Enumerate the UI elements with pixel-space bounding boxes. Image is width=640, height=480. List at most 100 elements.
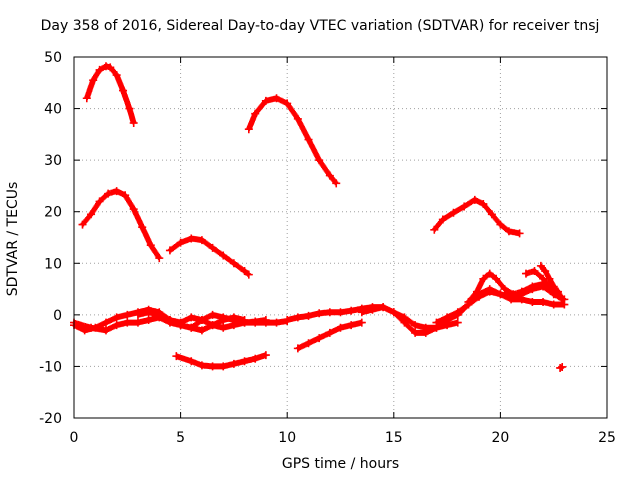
- data-point: [138, 223, 147, 232]
- data-point: [121, 191, 130, 200]
- data-point: [560, 300, 569, 309]
- data-point: [261, 96, 270, 105]
- data-point: [549, 282, 558, 291]
- data-point: [197, 326, 206, 335]
- axis-ticks: 0 5 10 15 20 25 -20 -10 0 10 20 30 40 50: [39, 50, 616, 446]
- data-point: [545, 274, 554, 283]
- data-point: [325, 171, 334, 180]
- data-point: [515, 229, 524, 238]
- data-point: [304, 135, 313, 144]
- data-points: [70, 62, 569, 372]
- data-point: [165, 316, 174, 325]
- data-point: [112, 313, 121, 322]
- data-point: [453, 310, 462, 319]
- data-point: [368, 305, 377, 314]
- data-point: [208, 243, 217, 252]
- data-point: [517, 295, 526, 304]
- data-point: [240, 357, 249, 366]
- data-point: [229, 316, 238, 325]
- series-arc-1: [82, 62, 138, 128]
- data-point: [144, 316, 153, 325]
- data-point: [507, 295, 516, 304]
- data-point: [261, 316, 270, 325]
- data-point: [101, 318, 110, 327]
- data-point: [293, 344, 302, 353]
- data-point: [315, 309, 324, 318]
- data-point: [89, 76, 98, 85]
- data-point: [272, 318, 281, 327]
- data-point: [219, 251, 228, 260]
- data-point: [129, 119, 138, 128]
- data-point: [112, 321, 121, 330]
- data-point: [460, 202, 469, 211]
- data-point: [155, 310, 164, 319]
- data-point: [549, 300, 558, 309]
- data-point: [229, 359, 238, 368]
- y-tick-label: 30: [44, 153, 62, 169]
- y-axis-label: SDTVAR / TECUs: [5, 181, 21, 297]
- data-point: [219, 313, 228, 322]
- data-point: [272, 94, 281, 103]
- data-markers: [245, 95, 340, 187]
- data-point: [176, 238, 185, 247]
- data-point: [87, 210, 96, 219]
- data-point: [197, 236, 206, 245]
- data-point: [347, 321, 356, 330]
- data-point: [165, 246, 174, 255]
- data-point: [95, 65, 104, 74]
- data-point: [172, 352, 181, 361]
- series-arc-5: [430, 195, 524, 238]
- data-point: [421, 323, 430, 332]
- y-tick-label: 10: [44, 256, 62, 272]
- data-point: [536, 261, 545, 270]
- x-tick-label: 20: [491, 430, 509, 446]
- data-point: [558, 362, 567, 371]
- data-point: [504, 227, 513, 236]
- series-arc-4: [244, 94, 341, 188]
- data-point: [104, 189, 113, 198]
- data-point: [500, 285, 509, 294]
- y-tick-label: 0: [53, 308, 62, 324]
- data-point: [528, 282, 537, 291]
- data-point: [240, 318, 249, 327]
- data-point: [244, 125, 253, 134]
- x-tick-label: 5: [176, 430, 185, 446]
- data-point: [187, 323, 196, 332]
- y-tick-label: -20: [39, 411, 62, 427]
- data-point: [95, 197, 104, 206]
- data-point: [251, 317, 260, 326]
- data-point: [155, 254, 164, 263]
- x-tick-label: 0: [70, 430, 79, 446]
- series-arc-10: [283, 303, 462, 337]
- data-point: [528, 297, 537, 306]
- data-point: [187, 234, 196, 243]
- y-tick-label: -10: [39, 359, 62, 375]
- data-point: [492, 274, 501, 283]
- data-point: [251, 109, 260, 118]
- data-point: [479, 274, 488, 283]
- data-point: [229, 259, 238, 268]
- data-point: [470, 195, 479, 204]
- grid: [74, 57, 607, 418]
- data-point: [315, 156, 324, 165]
- data-point: [332, 179, 341, 188]
- data-point: [325, 328, 334, 337]
- data-point: [129, 205, 138, 214]
- data-point: [472, 287, 481, 296]
- data-point: [347, 306, 356, 315]
- x-tick-label: 10: [278, 430, 296, 446]
- x-tick-label: 15: [385, 430, 403, 446]
- data-point: [541, 267, 550, 276]
- data-point: [125, 104, 134, 113]
- data-point: [283, 316, 292, 325]
- data-point: [251, 354, 260, 363]
- data-point: [144, 308, 153, 317]
- data-point: [336, 308, 345, 317]
- data-point: [133, 310, 142, 319]
- x-axis-label: GPS time / hours: [281, 456, 400, 472]
- data-point: [479, 199, 488, 208]
- data-point: [244, 270, 253, 279]
- data-point: [133, 318, 142, 327]
- chart-title: Day 358 of 2016, Sidereal Day-to-day VTE…: [40, 18, 600, 34]
